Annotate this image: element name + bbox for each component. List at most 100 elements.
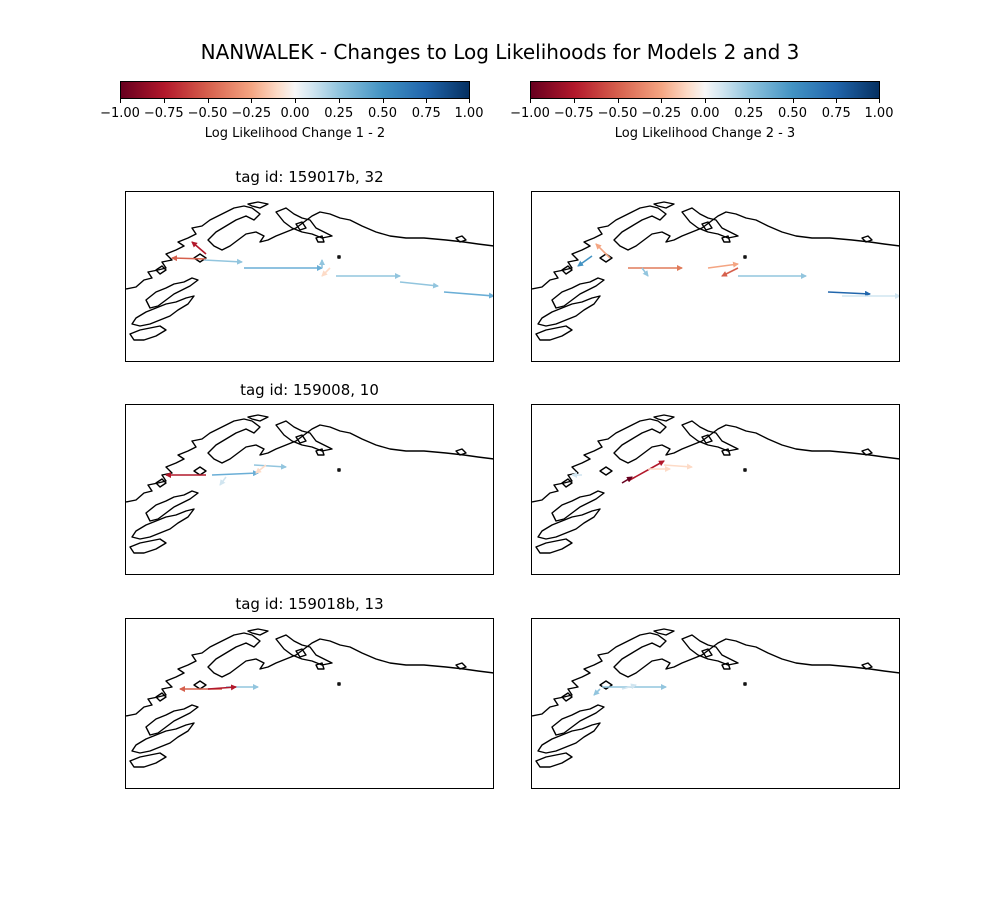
coastline [653,201,675,209]
coastline [247,414,269,422]
coastline [145,277,199,309]
track-arrow [253,463,287,470]
coastline [131,508,195,540]
map-canvas [126,414,493,554]
coastline [535,752,573,768]
map-panel-1-left [125,191,494,362]
colorbar-1-label: Log Likelihood Change 1 - 2 [204,126,386,141]
figure-title: NANWALEK - Changes to Log Likelihoods fo… [200,40,800,64]
coastline [532,632,899,717]
map-canvas [532,414,899,554]
coastline [551,277,605,309]
coastline [743,255,747,259]
map-panel-1-right [531,191,900,362]
colorbar-2-tick-label: −0.25 [641,106,682,121]
map-panel-2-right [531,404,900,575]
colorbar-2-tick-label: 0.75 [821,106,851,121]
track-arrow [191,241,207,255]
coastline [551,704,605,736]
colorbar-2-tick-label: 0.50 [778,106,807,121]
coastline [275,207,333,239]
coastline [126,205,493,290]
coastline [653,414,675,422]
coastline [455,448,467,456]
colorbar-2-tick-label: 0.25 [734,106,764,121]
colorbar-1-tick-label: 1.00 [454,106,484,121]
colorbar-1-tick-label: 0.25 [324,106,354,121]
colorbar-1-tick-label: −0.25 [231,106,272,121]
map-canvas [126,628,493,768]
coastline [131,295,195,327]
coastline [275,634,333,666]
track-arrow [627,460,665,482]
coastline [455,235,467,243]
coastline [337,255,341,259]
coastline [337,682,341,686]
coastline [145,704,199,736]
coastline [337,468,341,472]
coastline [129,325,167,341]
map-panel-2-left [125,404,494,575]
coastline [599,253,613,263]
colorbar-2-tick-label: −0.50 [597,106,638,121]
colorbar-2-tick-label: 0.00 [690,106,720,121]
coastline [532,205,899,290]
coastline [129,538,167,554]
coastline [145,490,199,522]
coastline [155,478,167,488]
track-arrow [577,255,593,267]
coastline [155,265,167,275]
coastline [721,662,731,670]
coastline [315,448,325,456]
panel-title: tag id: 159017b, 32 [235,168,384,186]
coastline [193,680,207,690]
colorbar-1-tick-label: 0.50 [368,106,397,121]
track-arrow [663,463,693,470]
coastline [551,490,605,522]
coastline [275,420,333,452]
coastline [721,235,731,243]
track-arrow [207,684,237,691]
coastline [743,468,747,472]
map-canvas [532,628,899,768]
coastline [861,448,873,456]
coastline [743,682,747,686]
coastline [681,207,739,239]
panel-title: tag id: 159008, 10 [240,381,379,399]
coastline [532,418,899,503]
coastline [599,466,613,476]
coastline [537,722,601,754]
map-panel-3-right [531,618,900,789]
coastline [193,253,207,263]
coastline [537,508,601,540]
coastline [537,295,601,327]
track-arrow [641,267,649,277]
track-arrow [707,261,739,269]
coastline [701,648,713,658]
track-arrow [203,258,243,265]
coastline [295,648,307,658]
coastline [861,235,873,243]
coastline [561,692,573,702]
coastline [701,221,713,231]
map-canvas [126,201,493,341]
coastline [315,662,325,670]
coastline [247,628,269,636]
coastline [681,420,739,452]
coastline [455,662,467,670]
colorbar-2-label: Log Likelihood Change 2 - 3 [614,126,796,141]
track-arrow [621,683,637,690]
coastline [131,722,195,754]
coastline [295,434,307,444]
track-arrow [443,291,493,299]
track-arrow [827,290,871,297]
coastline [295,221,307,231]
coastline [126,632,493,717]
colorbar-2-ticks: −1.00 −0.75 −0.50 −0.25 0.00 0.25 0.50 0… [510,99,893,121]
coastline [315,235,325,243]
coastline [561,478,573,488]
track-arrow [721,267,739,277]
panel-title: tag id: 159018b, 13 [235,595,384,613]
coastline [681,634,739,666]
coastline [247,201,269,209]
